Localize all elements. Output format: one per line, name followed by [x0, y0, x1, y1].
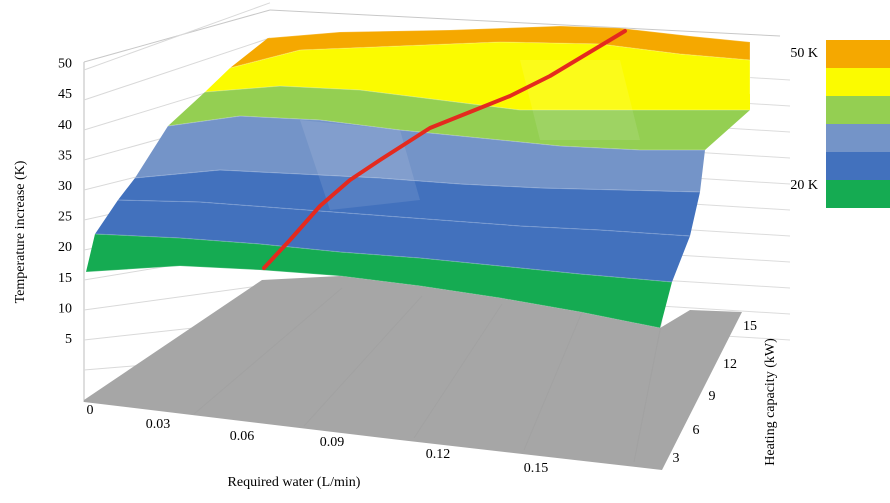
surface-gridline: [229, 41, 751, 69]
surface-gridline: [267, 25, 751, 94]
surface-shading: [300, 120, 420, 210]
legend-swatch: [826, 40, 890, 68]
floor-gridline: [193, 287, 343, 415]
surface-gridline: [134, 169, 701, 193]
gridline: [659, 305, 791, 315]
gridline: [83, 283, 271, 311]
floor-gridline: [413, 303, 503, 439]
z-tick-label: 5: [65, 332, 72, 347]
x-tick-label: 0.15: [524, 461, 549, 476]
floor-plane: [84, 276, 742, 470]
surface-band: [135, 116, 705, 192]
gridline: [659, 279, 791, 289]
y-tick-label: 12: [723, 357, 737, 372]
surface-gridline: [94, 233, 673, 283]
surface-gridline: [167, 115, 705, 151]
surface-band: [118, 170, 700, 236]
floor-gridline: [303, 295, 423, 427]
z-axis-label: Temperature increase (K): [13, 160, 28, 303]
legend-swatch: [826, 124, 890, 152]
floor: [84, 276, 742, 470]
surface-band: [95, 200, 690, 282]
surface-shading: [520, 60, 640, 140]
z-tick-labels: 5 10 15 20 25 30 35 40 45 50: [58, 57, 72, 347]
surface-gridline: [117, 199, 691, 237]
legend-swatch: [826, 68, 890, 96]
wall-edge-line: [269, 9, 781, 37]
z-tick-label: 25: [58, 210, 72, 225]
legend-swatch: [826, 96, 890, 124]
y-axis-label: Heating capacity (kW): [763, 338, 778, 466]
x-tick-label: 0.06: [230, 429, 255, 444]
legend-swatch: [826, 180, 890, 208]
surface-band: [230, 26, 750, 94]
x-tick-label: 0.03: [146, 417, 171, 432]
z-tick-label: 40: [58, 118, 72, 133]
gridline: [83, 37, 271, 101]
y-tick-labels: 36 9 12 15: [673, 319, 758, 466]
series-line-layer: [262, 29, 627, 270]
surface-band: [205, 42, 750, 110]
x-tick-label: 0.09: [320, 435, 345, 450]
surface-gridline: [204, 85, 750, 111]
z-tick-label: 50: [58, 57, 72, 72]
gridline: [83, 2, 271, 71]
y-tick-label: 9: [709, 389, 716, 404]
z-tick-label: 15: [58, 271, 72, 286]
legend: 50 K 20 K: [790, 40, 890, 208]
surface-band: [86, 234, 672, 328]
series-line: [262, 29, 627, 270]
z-tick-label: 10: [58, 301, 72, 316]
surface: [85, 25, 751, 329]
z-tick-label: 45: [58, 87, 72, 102]
legend-label: 50 K: [790, 46, 818, 61]
x-tick-label: 0.12: [426, 447, 451, 462]
x-tick-label: 0: [87, 403, 94, 418]
z-tick-label: 30: [58, 179, 72, 194]
legend-swatch: [826, 152, 890, 180]
z-tick-label: 20: [58, 240, 72, 255]
x-tick-labels: 0 0.03 0.06 0.09 0.12 0.15: [87, 403, 549, 476]
y-tick-label: 15: [743, 319, 757, 334]
z-tick-label: 35: [58, 148, 72, 163]
y-tick-label: 3: [673, 451, 680, 466]
x-axis-label: Required water (L/min): [228, 475, 361, 490]
legend-label: 20 K: [790, 178, 818, 193]
floor-gridline: [523, 311, 583, 451]
floor-gridline: [633, 319, 663, 463]
y-tick-label: 6: [693, 423, 700, 438]
